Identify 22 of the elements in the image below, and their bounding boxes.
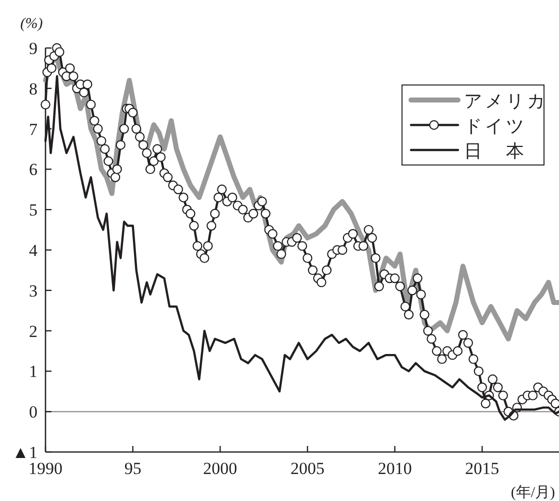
y-tick-label: 1 [29, 362, 38, 382]
y-tick-label: 7 [29, 120, 38, 139]
y-tick-label: ▲1 [12, 443, 38, 462]
legend-label: 日 本 [464, 141, 527, 161]
x-tick-label: 2015 [465, 459, 500, 478]
legend-label: アメリカ [464, 91, 548, 111]
y-tick-label: 9 [29, 39, 38, 58]
x-tick-label: 1990 [28, 459, 62, 478]
legend-label: ドイツ [464, 116, 527, 136]
x-tick-label: 95 [124, 459, 142, 478]
x-tick-label: 2010 [378, 459, 412, 478]
y-tick-label: 8 [29, 79, 38, 98]
y-tick-label: 5 [29, 200, 38, 220]
x-tick-label: 2005 [290, 459, 324, 478]
y-tick-label: 0 [29, 402, 38, 422]
x-tick-label: 2000 [203, 459, 238, 478]
y-tick-label: 3 [29, 281, 38, 300]
y-tick-label: 4 [29, 241, 38, 260]
y-tick-label: 6 [29, 160, 38, 180]
y-tick-label: 2 [29, 322, 38, 341]
y-axis-title: (%) [20, 16, 43, 32]
x-axis-title: (年/月) [510, 484, 555, 501]
